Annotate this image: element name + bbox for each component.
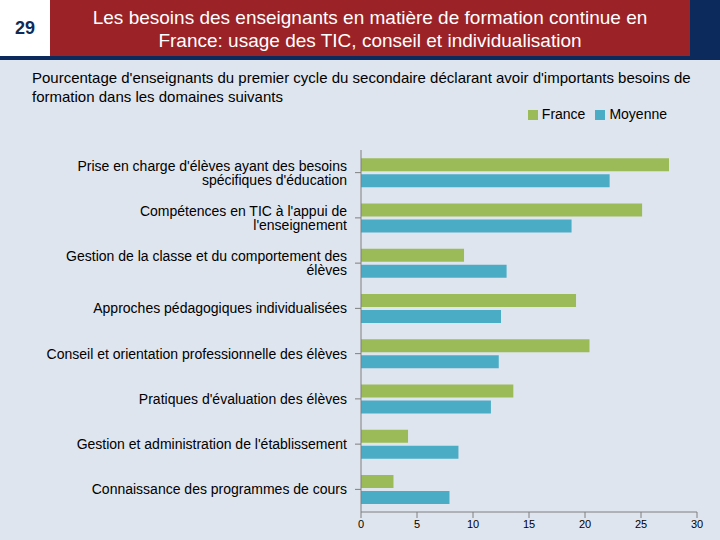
svg-text:Prise en charge d'élèves ayant: Prise en charge d'élèves ayant des besoi… (77, 158, 347, 188)
svg-text:15: 15 (523, 518, 535, 530)
svg-text:30: 30 (691, 518, 703, 530)
svg-text:20: 20 (579, 518, 591, 530)
svg-text:25: 25 (635, 518, 647, 530)
svg-text:5: 5 (414, 518, 420, 530)
svg-text:Gestion de la classe et du com: Gestion de la classe et du comportement … (66, 248, 347, 278)
html-text:Pourcentage d'enseignants du p: Pourcentage d'enseignants du premier cyc… (32, 69, 691, 105)
html-text:Les besoins des enseignants en: Les besoins des enseignants en matière d… (92, 7, 648, 51)
svg-text:Approches pédagogiques individ: Approches pédagogiques individualisées (93, 300, 347, 316)
html-text:29: 29 (15, 17, 35, 38)
svg-text:Compétences en TIC à l'appui d: Compétences en TIC à l'appui del'enseign… (140, 203, 347, 233)
svg-text:0: 0 (358, 518, 364, 530)
svg-text:Connaissance des programmes de: Connaissance des programmes de cours (92, 481, 347, 497)
svg-text:Pratiques d'évaluation des élè: Pratiques d'évaluation des élèves (139, 391, 347, 407)
svg-text:10: 10 (467, 518, 479, 530)
html-text:Moyenne: Moyenne (609, 106, 667, 122)
svg-text:Gestion et administration de l: Gestion et administration de l'établisse… (77, 436, 347, 452)
html-text:France: France (541, 106, 586, 122)
svg-text:Conseil et orientation profess: Conseil et orientation professionnelle d… (47, 346, 347, 362)
